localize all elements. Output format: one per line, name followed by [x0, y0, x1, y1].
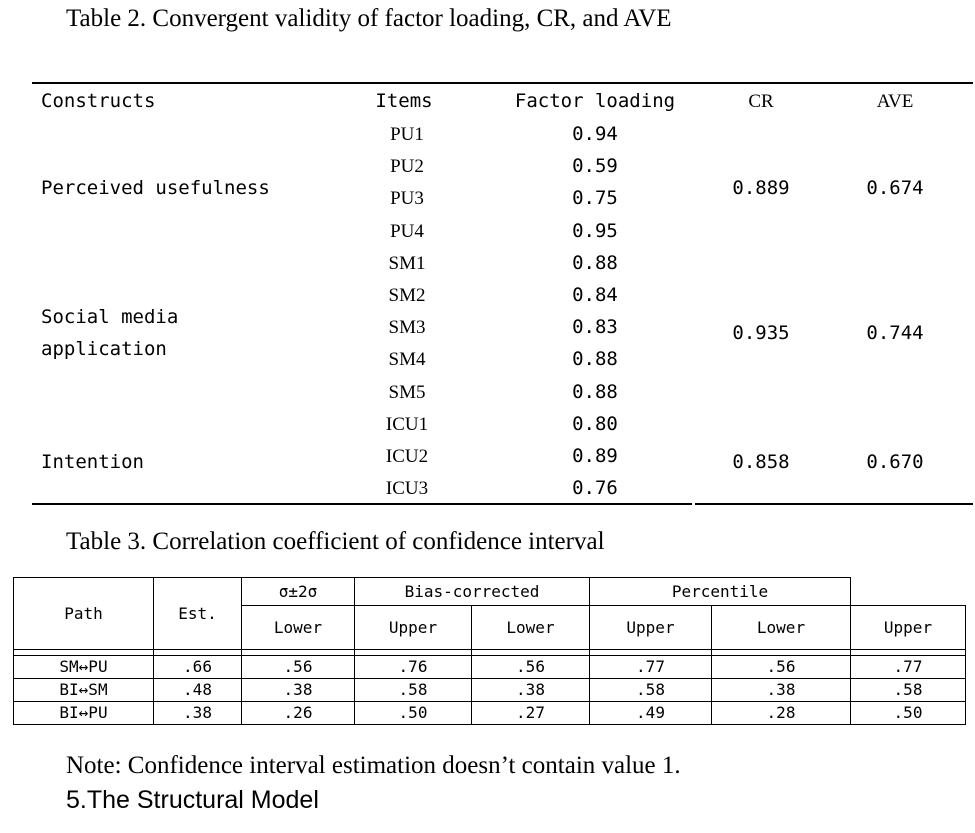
interval-value: .58 — [850, 678, 966, 702]
header-ave: AVE — [876, 91, 914, 112]
subheader-lower: Lower — [711, 605, 851, 650]
interval-value: .56 — [711, 655, 851, 679]
factor-loading-value: 0.59 — [572, 155, 618, 178]
item-code: SM4 — [388, 349, 426, 371]
interval-value: .27 — [471, 701, 590, 725]
table2-caption: Table 2. Convergent validity of factor l… — [66, 5, 672, 32]
item-code: ICU1 — [385, 413, 429, 435]
table3-caption: Table 3. Correlation coefficient of conf… — [66, 528, 605, 555]
table3-header-row: Path Est. σ±2σ Bias-corrected Percentile — [13, 577, 966, 650]
construct-name: Intention — [41, 451, 144, 474]
header-est: Est. — [153, 577, 242, 650]
ave-value: 0.744 — [866, 322, 924, 345]
subheader-lower: Lower — [241, 605, 355, 650]
est-cell: .66 — [153, 655, 242, 679]
factor-loading-value: 0.80 — [572, 412, 618, 435]
item-code: ICU2 — [385, 446, 429, 467]
item-code: PU1 — [390, 124, 424, 145]
item-code: SM5 — [388, 381, 426, 403]
ave-value: 0.670 — [866, 451, 924, 474]
factor-loading-value: 0.88 — [572, 380, 618, 403]
interval-value: .50 — [354, 701, 472, 725]
path-cell: BI↔SM — [13, 678, 154, 702]
factor-loading-value: 0.75 — [572, 187, 618, 210]
item-code: PU4 — [390, 220, 424, 242]
item-code: PU2 — [390, 156, 424, 178]
interval-value: .28 — [711, 701, 851, 725]
table-row: BI↔SM .48.38.58.38.58.38.58 — [13, 678, 966, 702]
factor-loading-value: 0.88 — [572, 251, 618, 274]
factor-loading-value: 0.94 — [572, 123, 618, 145]
header-constructs: Constructs — [41, 90, 156, 112]
header-factor-loading: Factor loading — [514, 90, 676, 112]
interval-value: .58 — [354, 678, 472, 702]
interval-value: .56 — [241, 655, 355, 679]
header-percentile: Percentile — [589, 577, 851, 606]
interval-value: .56 — [471, 655, 590, 679]
table2-bottom-rule-a — [32, 503, 322, 505]
header-sigma-interval: σ±2σ — [241, 577, 355, 606]
subheader-lower: Lower — [471, 605, 590, 650]
subheader-upper: Upper — [850, 605, 966, 650]
subheader-upper: Upper — [589, 605, 712, 650]
item-code: PU3 — [390, 188, 424, 210]
header-bias-corrected: Bias-corrected — [354, 577, 590, 606]
factor-loading-value: 0.84 — [572, 284, 618, 306]
path-cell: BI↔PU — [13, 701, 154, 725]
construct-name: application — [41, 338, 167, 361]
table-row: SM↔PU .66.56.76.56.77.56.77 — [13, 655, 966, 679]
interval-value: .49 — [589, 701, 712, 725]
table-note: Note: Confidence interval estimation doe… — [66, 752, 681, 779]
table-row: BI↔PU .38.26.50.27.49.28.50 — [13, 701, 966, 725]
interval-value: .77 — [589, 655, 712, 679]
section-heading: 5.The Structural Model — [66, 786, 319, 814]
confidence-interval-table: Path Est. σ±2σ Bias-corrected Percentile Lowe… — [13, 577, 966, 725]
interval-value: .50 — [850, 701, 966, 725]
est-cell: .48 — [153, 678, 242, 702]
table3-subheader-row: Lower Upper Lower Upper Lower Upper — [14, 605, 966, 650]
header-cr: CR — [748, 91, 774, 112]
cr-value: 0.889 — [732, 177, 790, 200]
interval-value: .38 — [711, 678, 851, 702]
construct-name: Perceived usefulness — [41, 177, 270, 200]
factor-loading-value: 0.83 — [572, 316, 618, 339]
factor-loading-value: 0.88 — [572, 348, 618, 371]
header-path: Path — [13, 577, 154, 650]
interval-value: .38 — [471, 678, 590, 702]
cr-value: 0.935 — [732, 322, 790, 345]
factor-loading-value: 0.89 — [572, 445, 618, 467]
table2-bottom-rule-c — [695, 503, 973, 505]
convergent-validity-table: Constructs Items Factor loading CR AVE PU1 0.9… — [32, 82, 973, 505]
est-cell: .38 — [153, 701, 242, 725]
item-code: ICU3 — [385, 478, 429, 500]
interval-value: .26 — [241, 701, 355, 725]
interval-value: .38 — [241, 678, 355, 702]
item-code: SM2 — [388, 285, 426, 306]
cr-value: 0.858 — [732, 451, 790, 474]
interval-value: .77 — [850, 655, 966, 679]
table2-top-rule — [32, 82, 973, 84]
factor-loading-value: 0.95 — [572, 219, 618, 242]
item-code: SM1 — [388, 252, 426, 274]
ave-value: 0.674 — [866, 177, 924, 200]
item-code: SM3 — [388, 317, 426, 339]
path-cell: SM↔PU — [13, 655, 154, 679]
subheader-upper: Upper — [354, 605, 472, 650]
table2-bottom-rule-b — [322, 503, 692, 505]
header-items: Items — [375, 90, 433, 112]
factor-loading-value: 0.76 — [572, 477, 618, 500]
interval-value: .58 — [589, 678, 712, 702]
construct-name: Social media — [41, 306, 179, 329]
interval-value: .76 — [354, 655, 472, 679]
